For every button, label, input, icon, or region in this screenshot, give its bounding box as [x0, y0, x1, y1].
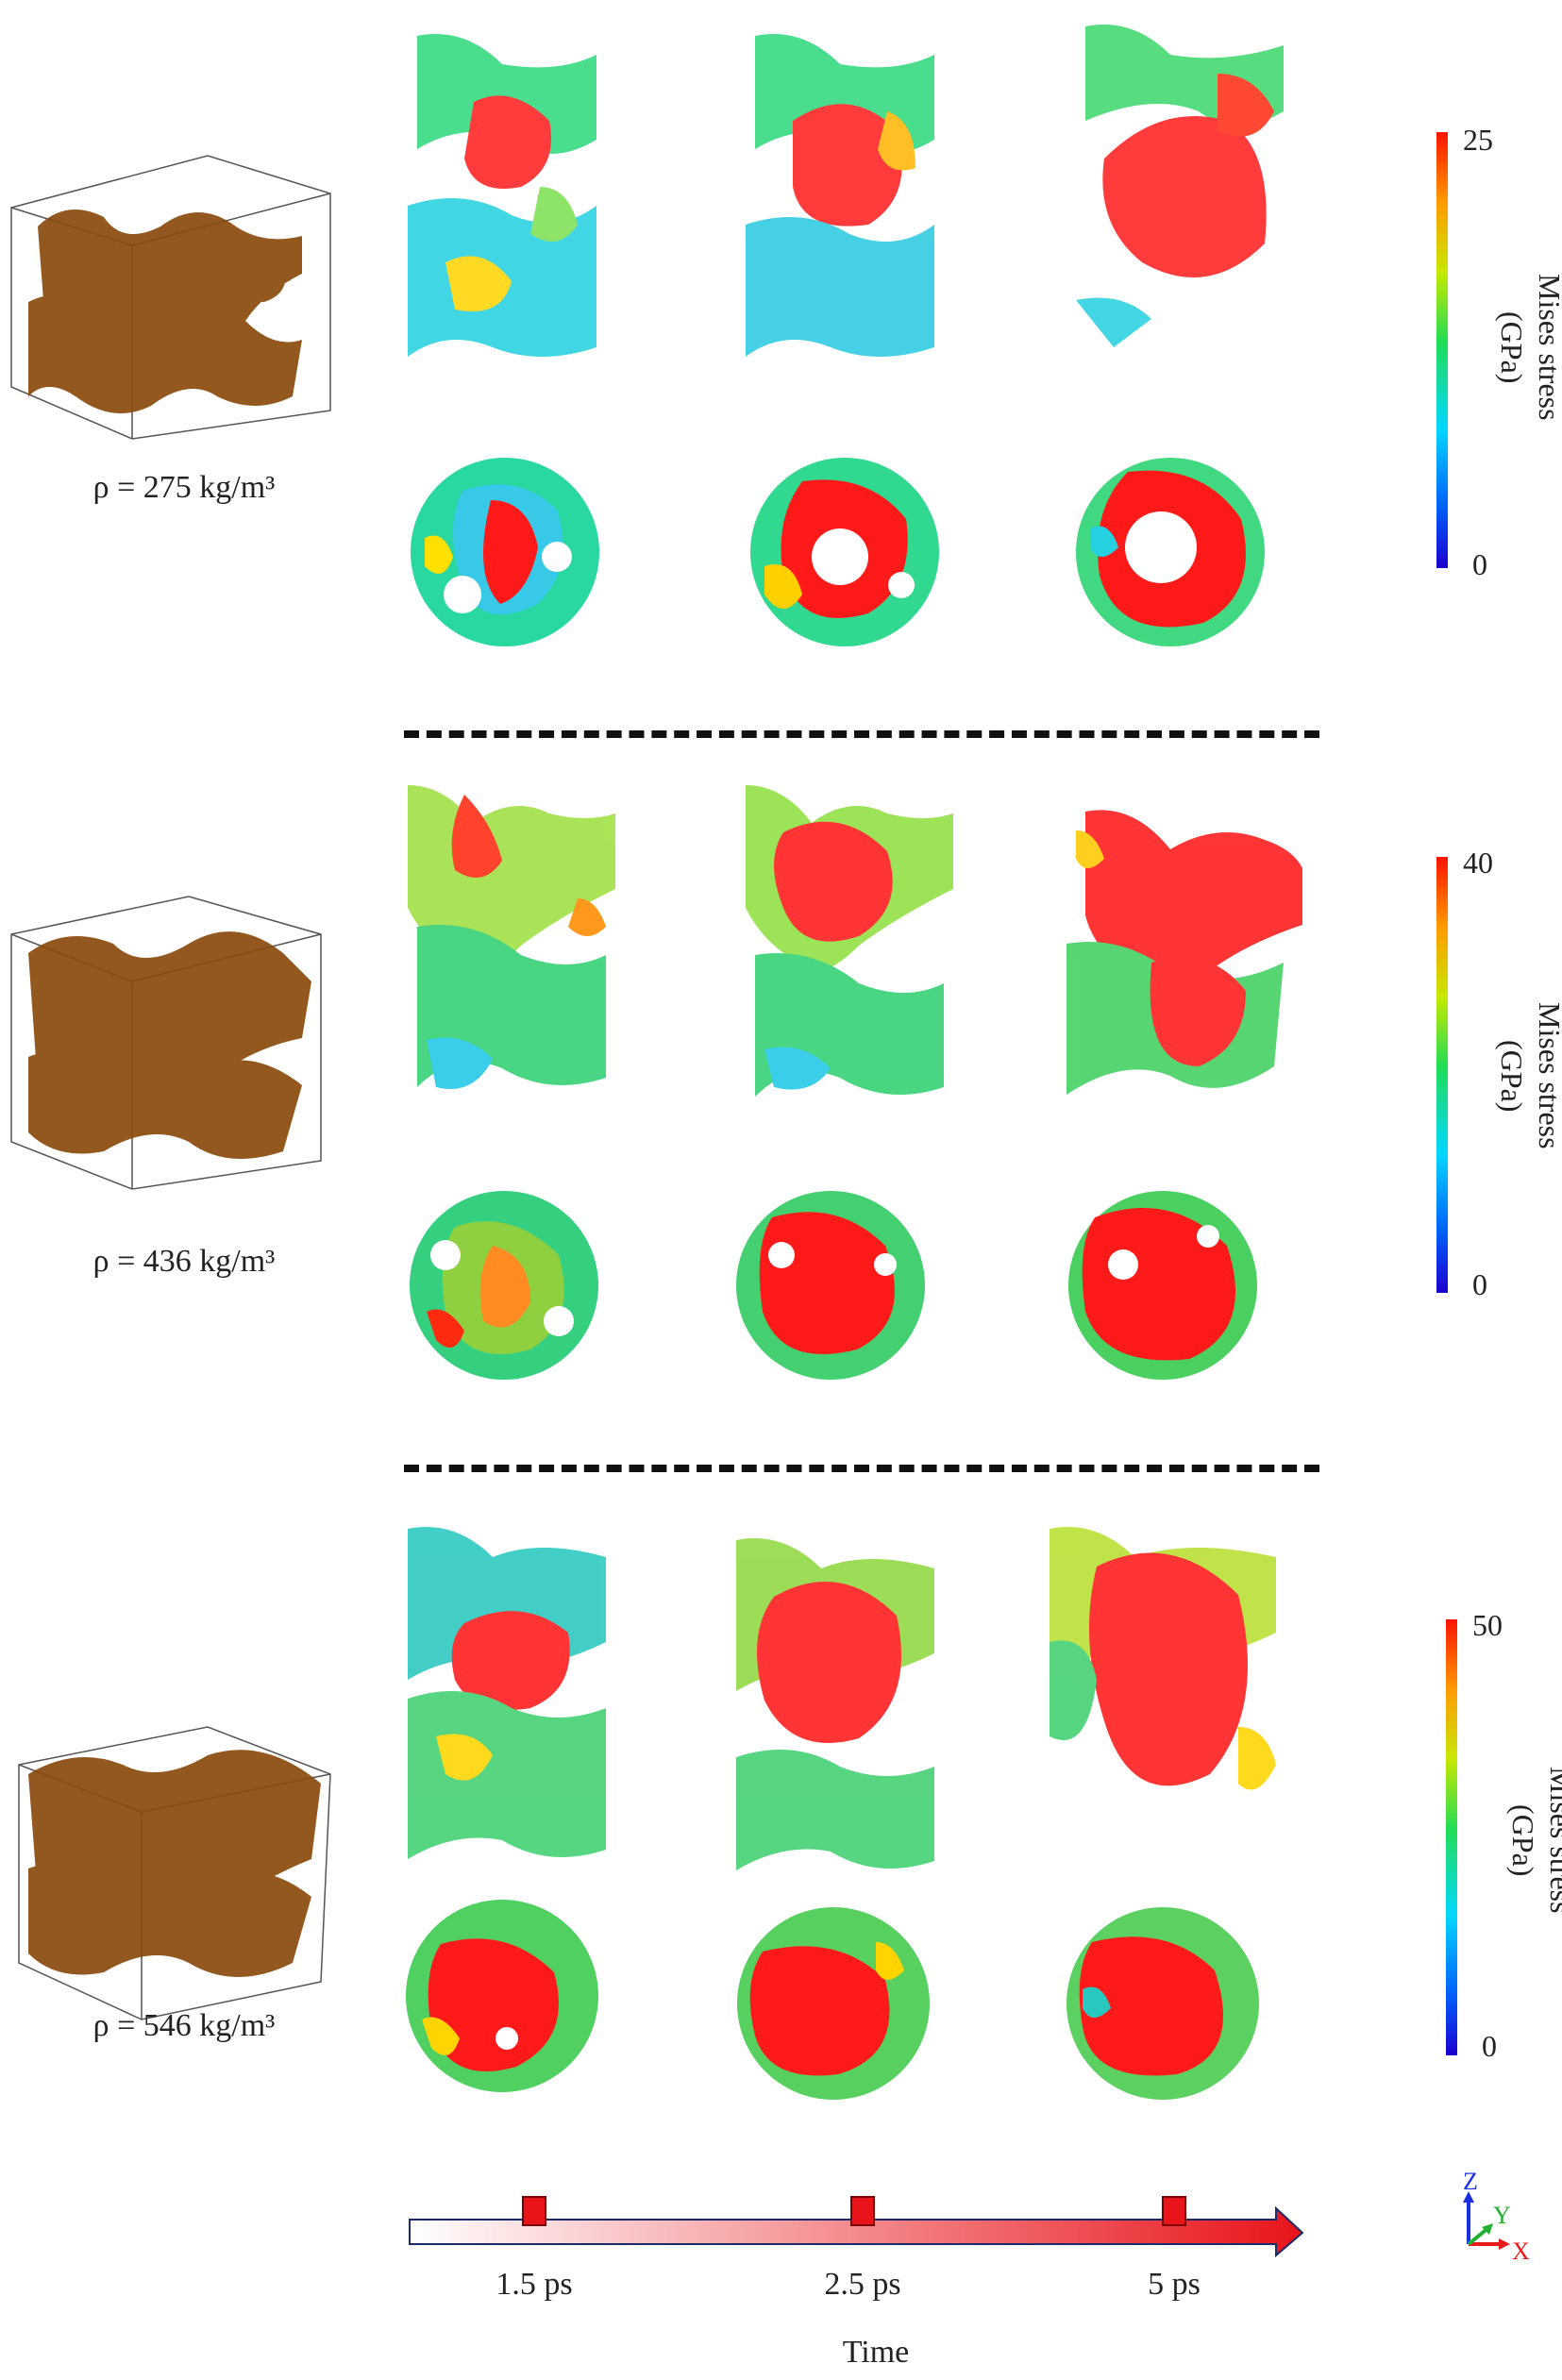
stress-top-view-row2-t3: [1068, 1191, 1257, 1380]
stress-side-view-row2-t2: [746, 785, 953, 1097]
colorbar-gradient: [1446, 1619, 1457, 2055]
stress-top-view-row1-t2: [750, 458, 939, 646]
stress-side-view-row1-t2: [746, 34, 934, 357]
time-label-3: 5 ps: [1148, 2267, 1201, 2302]
colorbar-max-row2: 40: [1463, 846, 1493, 880]
colorbar-title-line2: (GPa): [1495, 310, 1529, 384]
stress-side-view-row1-t3: [1076, 25, 1284, 347]
density-label-row1: ρ = 275 kg/m³: [92, 470, 276, 505]
colorbar-title-line2: (GPa): [1506, 1803, 1540, 1877]
foam-cube-row3: [18, 1726, 331, 2020]
colorbar-gradient: [1436, 132, 1448, 568]
stress-side-view-row2-t1: [408, 785, 615, 1089]
foam-cube-row1: [10, 155, 331, 440]
colorbar-title-line2: (GPa): [1495, 1039, 1529, 1113]
stress-top-view-row3-t2: [737, 1907, 930, 2100]
colorbar-title-row3: Mises stress (GPa): [1504, 1736, 1562, 1944]
colorbar-title-row1: Mises stress (GPa): [1493, 243, 1562, 451]
colorbar-title-line1: Mises stress: [1544, 1767, 1562, 1914]
density-label-row2: ρ = 436 kg/m³: [92, 1244, 276, 1279]
time-axis-title: Time: [842, 2335, 910, 2370]
row-divider-2: [404, 1465, 1319, 1472]
colorbar-title-row2: Mises stress (GPa): [1493, 972, 1562, 1180]
stress-side-view-row1-t1: [408, 34, 596, 357]
colorbar-max-row1: 25: [1463, 123, 1493, 157]
density-label-row3: ρ = 546 kg/m³: [92, 2008, 276, 2043]
stress-top-view-row3-t3: [1067, 1907, 1259, 2100]
time-label-1: 1.5 ps: [495, 2267, 573, 2302]
stress-side-view-row3-t2: [736, 1538, 934, 1870]
row-divider-1: [404, 730, 1319, 738]
axis-x-label: X: [1512, 2238, 1530, 2265]
colorbar-min-row3: 0: [1482, 2029, 1497, 2063]
colorbar-row3: [1446, 1619, 1457, 2055]
axis-y-label: Y: [1493, 2202, 1511, 2229]
colorbar-min-row1: 0: [1472, 547, 1487, 581]
axis-z-label: Z: [1463, 2168, 1478, 2195]
colorbar-row1: [1436, 132, 1448, 568]
stress-top-view-row2-t2: [736, 1191, 925, 1380]
stress-top-view-row1-t3: [1076, 458, 1265, 646]
stress-top-view-row1-t1: [411, 458, 599, 646]
colorbar-title-line1: Mises stress: [1533, 1002, 1562, 1149]
stress-side-view-row3-t3: [1050, 1527, 1276, 1790]
foam-cube-row2: [10, 896, 322, 1190]
colorbar-row2: [1436, 857, 1448, 1293]
colorbar-title-line1: Mises stress: [1533, 274, 1562, 421]
stress-top-view-row3-t1: [406, 1900, 598, 2092]
colorbar-min-row2: 0: [1472, 1267, 1487, 1301]
axes-triad-icon: Z Y X: [1463, 2168, 1530, 2265]
time-arrow: [409, 2196, 1304, 2258]
time-label-2: 2.5 ps: [824, 2267, 901, 2302]
stress-side-view-row2-t3: [1067, 810, 1302, 1095]
colorbar-gradient: [1436, 857, 1448, 1293]
colorbar-max-row3: 50: [1472, 1608, 1503, 1642]
stress-side-view-row3-t1: [408, 1527, 606, 1859]
stress-top-view-row2-t1: [410, 1191, 598, 1380]
